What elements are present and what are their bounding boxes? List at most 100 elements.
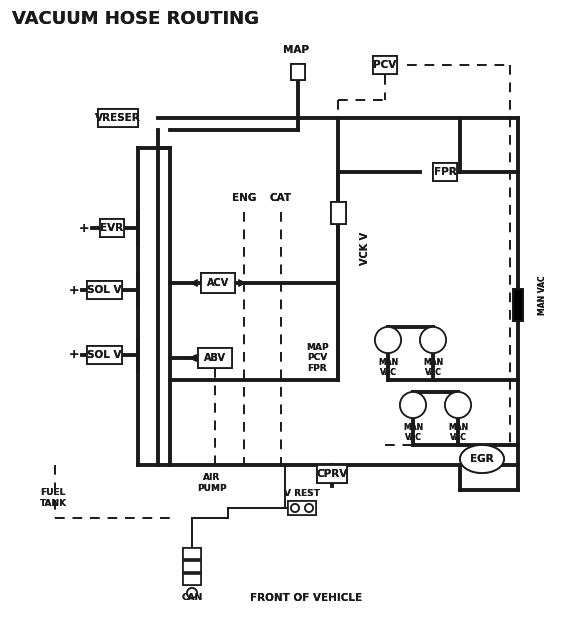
Text: +: + (79, 222, 89, 235)
Text: MAN
VAC: MAN VAC (448, 423, 468, 442)
Text: MAN
VAC: MAN VAC (403, 423, 423, 442)
Bar (288, 501, 316, 515)
Circle shape (400, 392, 426, 418)
Bar (198, 348, 232, 368)
Bar (317, 465, 347, 483)
Text: CAT: CAT (270, 193, 292, 203)
Text: VRESER: VRESER (95, 113, 141, 123)
Text: EGR: EGR (470, 454, 494, 464)
Bar (183, 548, 201, 559)
Text: PCV: PCV (373, 60, 397, 70)
Text: +: + (79, 222, 89, 235)
Text: SOL V: SOL V (87, 285, 121, 295)
Bar (198, 348, 232, 368)
Bar (98, 109, 138, 127)
Bar (331, 202, 345, 224)
Text: EVR: EVR (100, 223, 123, 233)
Bar (433, 163, 457, 181)
Text: ACV: ACV (207, 278, 229, 288)
Bar (183, 574, 201, 585)
Circle shape (187, 588, 197, 598)
Text: VACUUM HOSE ROUTING: VACUUM HOSE ROUTING (12, 10, 259, 28)
Circle shape (445, 392, 471, 418)
Text: MAP
PCV
FPR: MAP PCV FPR (305, 343, 328, 373)
Text: FPR: FPR (433, 167, 456, 177)
Circle shape (420, 327, 446, 353)
Ellipse shape (460, 445, 504, 473)
Text: MAN
VAC: MAN VAC (448, 423, 468, 442)
Text: MAN
VAC: MAN VAC (378, 358, 398, 378)
Text: SOL V: SOL V (87, 350, 121, 360)
Bar (433, 163, 457, 181)
Text: +: + (69, 348, 79, 361)
Text: AIR
PUMP: AIR PUMP (197, 473, 227, 492)
Text: +: + (69, 284, 79, 296)
Text: FRONT OF VEHICLE: FRONT OF VEHICLE (250, 593, 362, 603)
Bar (183, 561, 201, 572)
Text: MAN
VAC: MAN VAC (423, 358, 443, 378)
Circle shape (375, 327, 401, 353)
Circle shape (291, 504, 299, 512)
Text: VACUUM HOSE ROUTING: VACUUM HOSE ROUTING (12, 10, 259, 28)
Circle shape (445, 392, 471, 418)
Bar (100, 219, 124, 237)
Bar (291, 64, 305, 80)
Circle shape (420, 327, 446, 353)
Text: FUEL
TANK: FUEL TANK (40, 488, 67, 508)
Circle shape (291, 504, 299, 512)
Bar (331, 202, 345, 224)
Bar (373, 56, 397, 74)
Text: CAN: CAN (182, 594, 203, 602)
Text: VCK V: VCK V (360, 232, 370, 265)
Text: +: + (69, 284, 79, 296)
Bar (98, 109, 138, 127)
Text: CAT: CAT (270, 193, 292, 203)
Text: VRESER: VRESER (95, 113, 141, 123)
Circle shape (400, 392, 426, 418)
Bar (183, 548, 201, 559)
Bar (513, 289, 523, 321)
Bar (86, 281, 122, 299)
Bar (86, 346, 122, 364)
Text: MAP: MAP (283, 45, 309, 55)
Circle shape (375, 327, 401, 353)
Text: FPR: FPR (433, 167, 456, 177)
Text: ENG: ENG (232, 193, 256, 203)
Text: EGR: EGR (470, 454, 494, 464)
Circle shape (305, 504, 313, 512)
Text: MAN VAC: MAN VAC (538, 275, 547, 315)
Text: AIR
PUMP: AIR PUMP (197, 473, 227, 492)
Text: ENG: ENG (232, 193, 256, 203)
Text: MAN
VAC: MAN VAC (403, 423, 423, 442)
Text: PCV: PCV (373, 60, 397, 70)
Bar (513, 289, 523, 321)
Circle shape (187, 588, 197, 598)
Text: SOL V: SOL V (87, 350, 121, 360)
Text: FRONT OF VEHICLE: FRONT OF VEHICLE (250, 593, 362, 603)
Text: V REST: V REST (284, 489, 320, 499)
Text: MAP
PCV
FPR: MAP PCV FPR (305, 343, 328, 373)
Bar (373, 56, 397, 74)
Text: MAN
VAC: MAN VAC (423, 358, 443, 378)
Text: MAP: MAP (283, 45, 309, 55)
Bar (317, 465, 347, 483)
Bar (100, 219, 124, 237)
Bar (183, 561, 201, 572)
Text: ABV: ABV (204, 353, 226, 363)
Bar (86, 281, 122, 299)
Text: CPRV: CPRV (316, 469, 348, 479)
Text: ACV: ACV (207, 278, 229, 288)
Bar (201, 273, 235, 293)
Text: EVR: EVR (100, 223, 123, 233)
Text: V REST: V REST (284, 489, 320, 499)
Text: CAN: CAN (182, 594, 203, 602)
Text: ABV: ABV (204, 353, 226, 363)
Bar (288, 501, 316, 515)
Text: CPRV: CPRV (316, 469, 348, 479)
Bar (291, 64, 305, 80)
Bar (86, 346, 122, 364)
Text: FUEL
TANK: FUEL TANK (40, 488, 67, 508)
Text: +: + (69, 348, 79, 361)
Bar (183, 574, 201, 585)
Text: MAN VAC: MAN VAC (538, 275, 547, 315)
